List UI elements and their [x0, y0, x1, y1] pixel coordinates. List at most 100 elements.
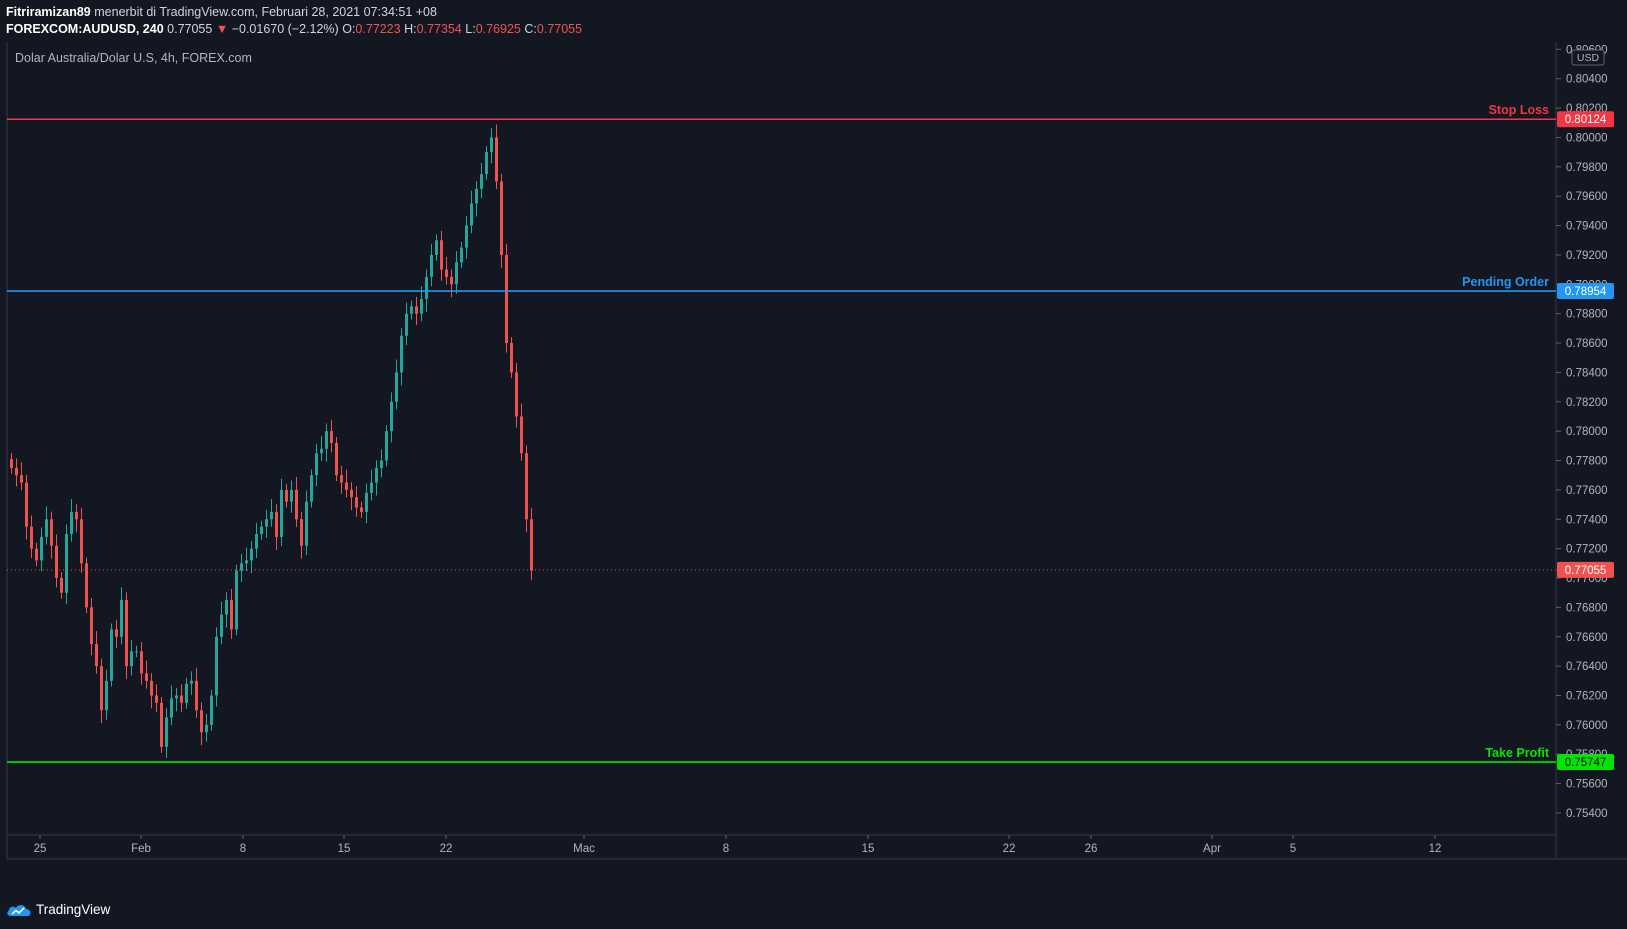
open-label: O:	[342, 22, 356, 36]
candle-body	[320, 448, 323, 454]
candle-body	[435, 240, 438, 255]
price-tick-label: 0.79200	[1566, 250, 1608, 262]
time-tick-label: 22	[1003, 843, 1016, 855]
last-price-label: 0.77055	[1565, 565, 1607, 577]
level-price-label: 0.75747	[1565, 757, 1607, 769]
candle-body	[165, 717, 168, 747]
candle-body	[120, 600, 123, 637]
plot-background	[7, 42, 1557, 835]
price-tick-label: 0.80000	[1566, 132, 1608, 144]
time-tick-label: 15	[862, 843, 875, 855]
low-value: 0.76925	[475, 22, 521, 36]
price-tick-label: 0.76800	[1566, 602, 1608, 614]
candle-body	[190, 680, 193, 684]
candle-body	[325, 431, 328, 449]
candle-body	[330, 431, 333, 443]
candle-body	[405, 313, 408, 336]
candle-body	[465, 225, 468, 248]
level-price-tag	[1557, 754, 1614, 771]
publish-text: menerbit di TradingView.com, Februari 28…	[94, 5, 437, 19]
chart-title: Dolar Australia/Dolar U.S, 4h, FOREX.com	[15, 51, 252, 65]
candle-body	[195, 680, 198, 711]
level-price-tag	[1557, 283, 1614, 300]
level-name: Stop Loss	[1489, 103, 1549, 117]
price-tick-label: 0.77400	[1566, 514, 1608, 526]
down-arrow-icon: ▼	[215, 22, 229, 36]
time-tick-label: 15	[338, 843, 351, 855]
price-tick-label: 0.78400	[1566, 367, 1608, 379]
candle-body	[35, 548, 38, 561]
candle-body	[180, 695, 183, 703]
candle-body	[445, 269, 448, 277]
price-tick-label: 0.77200	[1566, 544, 1608, 556]
brand-name: TradingView	[36, 902, 111, 917]
price-tick-label: 0.76400	[1566, 661, 1608, 673]
candle-body	[455, 262, 458, 285]
candle-body	[285, 489, 288, 502]
candle-body	[490, 137, 493, 153]
candle-body	[25, 482, 28, 527]
price-tick-label: 0.76000	[1566, 720, 1608, 732]
price-tick-label: 0.78600	[1566, 338, 1608, 350]
candle-body	[20, 475, 23, 483]
time-axis[interactable]: 25 Feb 8 15 22 Mac 8 15 22 26 Apr 5 12	[34, 835, 1442, 855]
candle-body	[160, 702, 163, 747]
candle-body	[380, 460, 383, 468]
high-label: H:	[404, 22, 417, 36]
candle-body	[210, 695, 213, 725]
time-tick-label: Mac	[573, 843, 595, 855]
chart-area[interactable]: Dolar Australia/Dolar U.S, 4h, FOREX.com…	[0, 42, 1627, 894]
price-tick-label: 0.78800	[1566, 309, 1608, 321]
candle-body	[200, 710, 203, 733]
candle-body	[395, 372, 398, 402]
price-tick-label: 0.78200	[1566, 397, 1608, 409]
high-value: 0.77354	[416, 22, 462, 36]
price-tick-label: 0.77800	[1566, 456, 1608, 468]
candle-body	[70, 511, 73, 534]
candle-body	[45, 519, 48, 537]
price-tick-label: 0.75600	[1566, 779, 1608, 791]
ohlc-legend: FOREXCOM:AUDUSD, 240 0.77055 ▼ −0.01670 …	[6, 22, 582, 36]
candle-body	[375, 467, 378, 483]
time-tick-label: 25	[34, 843, 47, 855]
time-tick-label: 12	[1429, 843, 1442, 855]
candle-body	[250, 548, 253, 561]
candle-body	[260, 526, 263, 534]
candle-body	[135, 651, 138, 653]
candle-body	[400, 335, 403, 373]
level-price-label: 0.78954	[1565, 286, 1607, 298]
candle-body	[225, 600, 228, 615]
price-tick-label: 0.79800	[1566, 162, 1608, 174]
candle-body	[170, 698, 173, 718]
publish-info: Fitriramizan89 menerbit di TradingView.c…	[6, 5, 437, 19]
price-axis[interactable]: 0.806000.804000.802000.800000.798000.796…	[1556, 44, 1608, 820]
open-value: 0.77223	[355, 22, 401, 36]
author-name[interactable]: Fitriramizan89	[6, 5, 91, 19]
candles	[10, 124, 533, 759]
footer: TradingView	[0, 894, 1627, 929]
candle-body	[390, 401, 393, 432]
candle-body	[130, 651, 133, 667]
candle-body	[155, 695, 158, 703]
candle-body	[300, 519, 303, 546]
candle-body	[430, 254, 433, 277]
candle-body	[440, 240, 443, 270]
candle-body	[530, 519, 533, 571]
candle-body	[100, 666, 103, 711]
chart-header: Fitriramizan89 menerbit di TradingView.c…	[0, 0, 1627, 42]
candle-body	[125, 600, 128, 667]
candle-body	[275, 511, 278, 537]
horizontal-levels[interactable]: Stop Loss 0.80124 Pending Order 0.78954 Take…	[7, 103, 1614, 771]
currency-box	[1571, 49, 1605, 66]
candle-body	[105, 680, 108, 711]
candle-body	[40, 536, 43, 561]
candle-body	[235, 570, 238, 630]
candle-body	[15, 467, 18, 476]
candle-body	[115, 629, 118, 637]
low-label: L:	[465, 22, 476, 36]
candle-body	[55, 545, 58, 579]
last-price: 0.77055	[167, 22, 213, 36]
symbol-label[interactable]: FOREXCOM:AUDUSD, 240	[6, 22, 164, 36]
price-chart[interactable]: Dolar Australia/Dolar U.S, 4h, FOREX.com…	[0, 42, 1627, 894]
tradingview-logo[interactable]: TradingView	[6, 902, 110, 917]
